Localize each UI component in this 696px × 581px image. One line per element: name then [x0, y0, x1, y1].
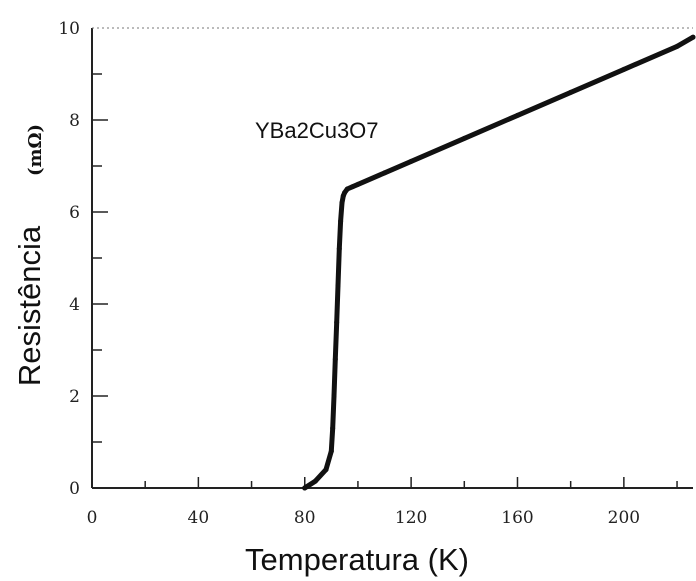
x-tick-label: 200 — [608, 508, 640, 528]
data-point — [461, 135, 467, 141]
data-point — [330, 425, 336, 431]
x-tick-label: 80 — [294, 508, 316, 528]
y-tick-label: 2 — [69, 387, 80, 407]
data-point — [408, 158, 414, 164]
data-point — [674, 43, 680, 49]
data-point — [350, 184, 356, 190]
data-point — [302, 485, 308, 491]
data-point — [338, 218, 344, 224]
data-point — [328, 448, 334, 454]
y-tick-label: 10 — [58, 19, 80, 39]
resistance-curve — [302, 34, 696, 491]
data-point — [334, 319, 340, 325]
x-tick-label: 40 — [188, 508, 210, 528]
y-axis-title: Resistência — [12, 225, 47, 386]
x-tick-label: 0 — [87, 508, 98, 528]
x-axis-title: Temperatura (K) — [245, 542, 469, 577]
annotation-compound-label: YBa2Cu3O7 — [255, 118, 379, 143]
ticks — [92, 73, 678, 488]
data-point — [344, 186, 350, 192]
data-point — [342, 190, 348, 196]
data-point — [514, 112, 520, 118]
data-point — [568, 89, 574, 95]
data-point — [690, 34, 696, 40]
data-point — [621, 66, 627, 72]
series-layer — [302, 34, 696, 491]
data-point — [355, 181, 361, 187]
x-tick-label: 160 — [501, 508, 533, 528]
data-point — [331, 393, 337, 399]
y-axis-unit-label: (mΩ) — [25, 124, 46, 176]
data-point — [332, 356, 338, 362]
data-point — [312, 478, 318, 484]
data-point — [382, 170, 388, 176]
data-point — [336, 246, 342, 252]
axes — [91, 27, 693, 489]
data-point — [339, 200, 345, 206]
x-tick-label: 120 — [395, 508, 427, 528]
data-point — [323, 467, 329, 473]
y-tick-label: 8 — [69, 111, 80, 131]
data-point — [335, 283, 341, 289]
y-tick-label: 4 — [69, 295, 80, 315]
y-tick-label: 6 — [69, 203, 80, 223]
y-tick-label: 0 — [69, 479, 80, 499]
tick-labels: 0 40 80 120 160 200 0 2 4 6 8 10 — [58, 19, 640, 528]
